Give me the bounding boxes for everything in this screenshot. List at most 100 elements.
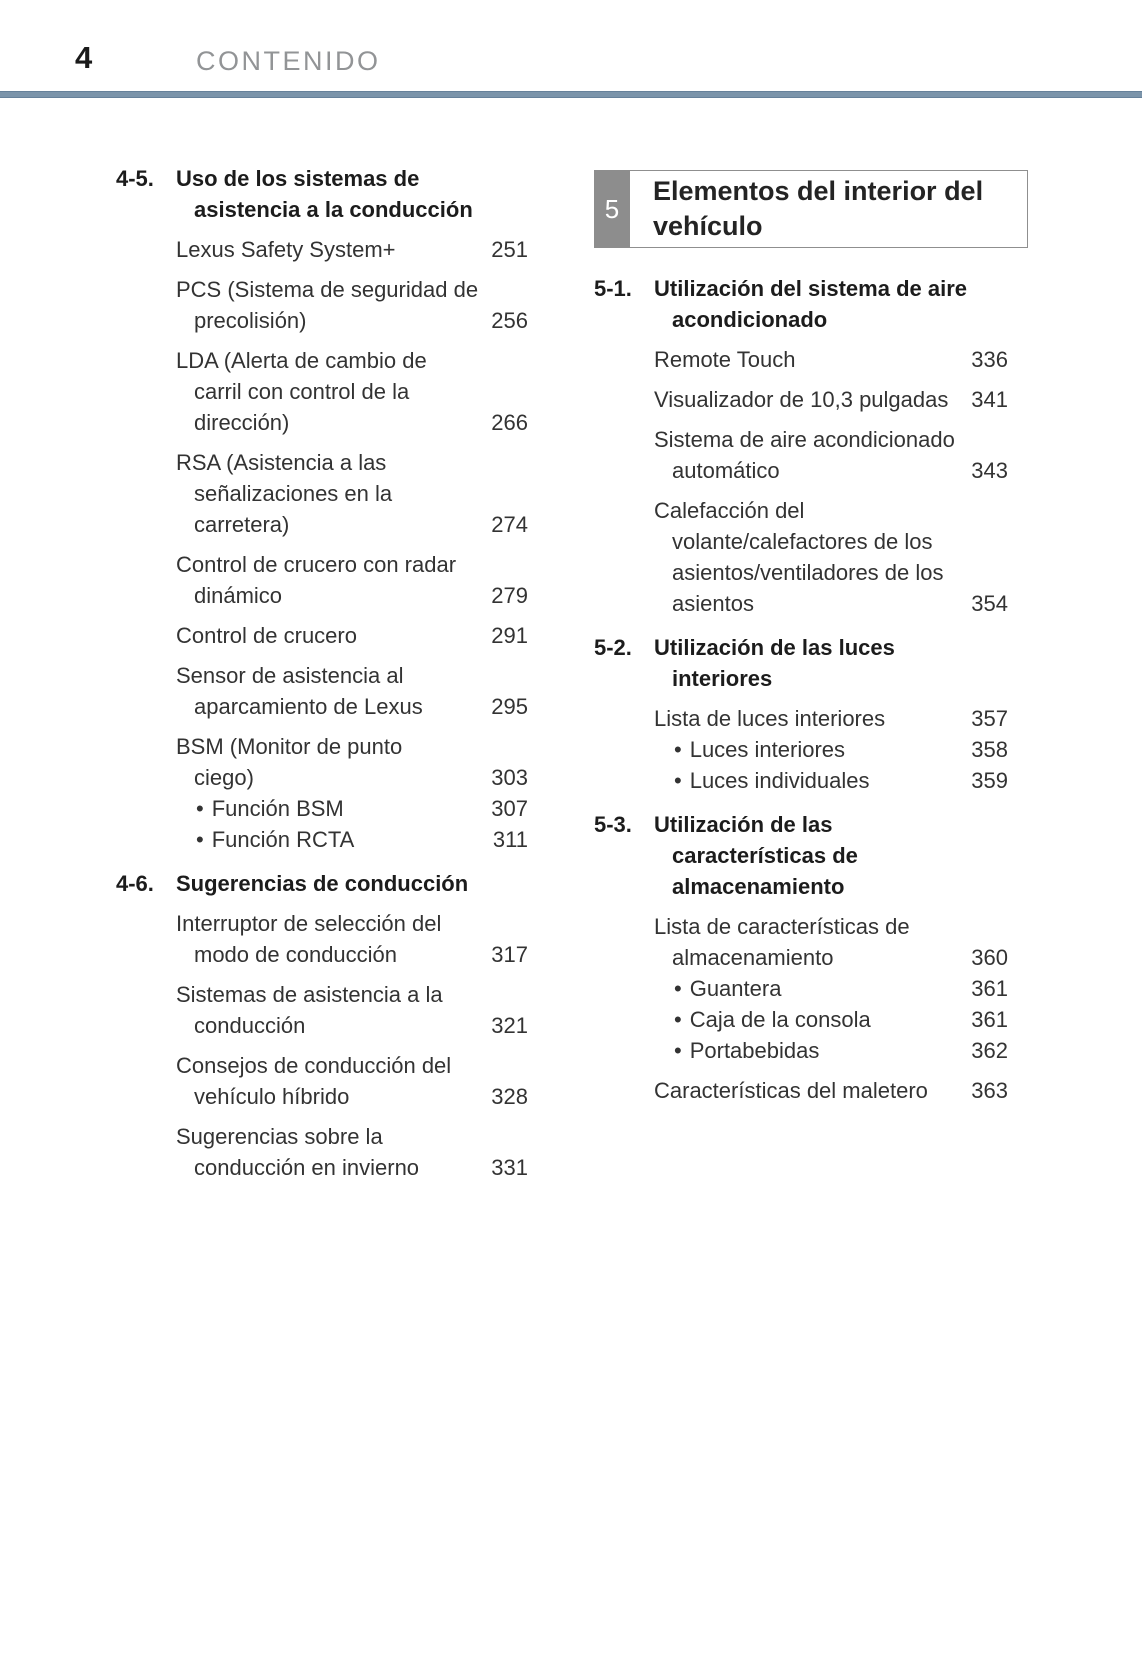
toc-bullet-entry: • Función BSM 307	[196, 793, 528, 824]
entry-line: ciego) 303	[176, 762, 528, 793]
entry-label: Calefacción del	[654, 498, 805, 523]
toc-bullet-entry: • Luces interiores 358	[674, 734, 1008, 765]
toc-entry: Características del maletero 363	[654, 1075, 1008, 1106]
page-ref: 291	[491, 623, 528, 648]
entry-label: dirección)	[194, 410, 290, 435]
entry-label: automático	[672, 458, 780, 483]
entry-line: Sistema de aire acondicionado	[654, 424, 1008, 455]
section-number: 5-3.	[594, 812, 632, 837]
entry-line: dinámico 279	[176, 580, 528, 611]
entry-line: Lista de características de	[654, 911, 1008, 942]
section-title-line: acondicionado	[672, 307, 828, 332]
toc-section: 5-3. Utilización de las características de…	[594, 809, 1008, 902]
chapter-title-box: Elementos del interior del vehículo	[630, 170, 1028, 248]
entry-label: Portabebidas	[689, 1038, 820, 1063]
entry-label: vehículo híbrido	[194, 1084, 350, 1109]
section-title-line: Sugerencias de conducción	[176, 871, 469, 896]
page-ref: 336	[971, 347, 1008, 372]
entry-label: carril con control de la	[194, 379, 410, 404]
entry-label: Caja de la consola	[689, 1007, 871, 1032]
toc-entry: Lista de luces interiores 357	[654, 703, 1008, 734]
entry-line: • Caja de la consola 361	[674, 1004, 1008, 1035]
entry-label: LDA (Alerta de cambio de	[176, 348, 427, 373]
entry-label: asientos/ventiladores de los	[672, 560, 944, 585]
entry-label: RSA (Asistencia a las	[176, 450, 387, 475]
entry-line: • Función RCTA 311	[196, 824, 528, 855]
section-number: 5-1.	[594, 276, 632, 301]
toc-entry: PCS (Sistema de seguridad de precolisión)…	[176, 274, 528, 336]
page-ref: 311	[492, 827, 528, 852]
page-ref: 362	[971, 1038, 1008, 1063]
page-ref: 279	[491, 583, 528, 608]
entry-label: Características del maletero	[654, 1078, 928, 1103]
entry-label: almacenamiento	[672, 945, 834, 970]
toc-left-column: 4-5. Uso de los sistemas de asistencia a l…	[116, 163, 528, 1183]
chapter-title-line: Elementos del interior del	[653, 176, 984, 206]
entry-label: Sensor de asistencia al	[176, 663, 404, 688]
entry-label: Lista de luces interiores	[654, 706, 886, 731]
page-ref: 295	[491, 694, 528, 719]
section-title-line: Uso de los sistemas de	[176, 166, 420, 191]
toc-bullet-entry: • Portabebidas 362	[674, 1035, 1008, 1066]
bullet-glyph: •	[674, 768, 682, 793]
page-ref: 361	[971, 976, 1008, 1001]
section-title: Utilización de las luces interiores	[654, 632, 1008, 694]
entry-line: Interruptor de selección del	[176, 908, 528, 939]
entry-label: conducción	[194, 1013, 306, 1038]
page-ref: 317	[491, 942, 528, 967]
page-ref: 331	[491, 1155, 528, 1180]
entry-line: Sugerencias sobre la	[176, 1121, 528, 1152]
page-number: 4	[75, 40, 93, 75]
entry-label: Control de crucero con radar	[176, 552, 457, 577]
entry-line: • Portabebidas 362	[674, 1035, 1008, 1066]
toc-entry: Control de crucero 291	[176, 620, 528, 651]
page-ref: 341	[971, 387, 1008, 412]
entry-line: Consejos de conducción del	[176, 1050, 528, 1081]
entry-line: volante/calefactores de los	[654, 526, 1008, 557]
entry-label: BSM (Monitor de punto	[176, 734, 403, 759]
toc-section: 5-2. Utilización de las luces interiores	[594, 632, 1008, 694]
entry-line: Lista de luces interiores 357	[654, 703, 1008, 734]
entry-line: • Luces individuales 359	[674, 765, 1008, 796]
entry-label: Luces individuales	[689, 768, 870, 793]
entry-line: • Guantera 361	[674, 973, 1008, 1004]
entry-label: aparcamiento de Lexus	[194, 694, 423, 719]
entry-label: Sistema de aire acondicionado	[654, 427, 955, 452]
toc-section: 4-5. Uso de los sistemas de asistencia a l…	[116, 163, 528, 225]
entry-line: carretera) 274	[176, 509, 528, 540]
entry-line: Remote Touch 336	[654, 344, 1008, 375]
entry-label: Remote Touch	[654, 347, 796, 372]
entry-line: almacenamiento 360	[654, 942, 1008, 973]
toc-entry: Sugerencias sobre la conducción en invier…	[176, 1121, 528, 1183]
entry-line: precolisión) 256	[176, 305, 528, 336]
entry-line: • Luces interiores 358	[674, 734, 1008, 765]
entry-label: volante/calefactores de los	[672, 529, 933, 554]
section-title-line: Utilización del sistema de aire	[654, 276, 968, 301]
entry-label: carretera)	[194, 512, 290, 537]
entry-label: Función RCTA	[211, 827, 355, 852]
entry-line: Sensor de asistencia al	[176, 660, 528, 691]
section-title-line: Utilización de las luces	[654, 635, 895, 660]
entry-line: vehículo híbrido 328	[176, 1081, 528, 1112]
section-title-line: asistencia a la conducción	[194, 197, 473, 222]
entry-line: PCS (Sistema de seguridad de	[176, 274, 528, 305]
toc-entry: Sensor de asistencia al aparcamiento de L…	[176, 660, 528, 722]
section-title-line: Utilización de las	[654, 812, 833, 837]
chapter-number-tab: 5	[594, 170, 630, 248]
toc-section: 4-6. Sugerencias de conducción	[116, 868, 528, 899]
toc-entry: LDA (Alerta de cambio de carril con contr…	[176, 345, 528, 438]
chapter-title-line: vehículo	[653, 211, 763, 241]
section-number: 4-5.	[116, 166, 154, 191]
toc-entry: Control de crucero con radar dinámico 279	[176, 549, 528, 611]
page-ref: 361	[971, 1007, 1008, 1032]
entry-line: RSA (Asistencia a las	[176, 447, 528, 478]
entry-label: Función BSM	[211, 796, 344, 821]
toc-bullet-entry: • Función RCTA 311	[196, 824, 528, 855]
toc-right-column: 5 Elementos del interior del vehículo 5-…	[594, 170, 1028, 1106]
entry-label: modo de conducción	[194, 942, 398, 967]
toc-entry: Remote Touch 336	[654, 344, 1008, 375]
page-header-title: CONTENIDO	[196, 46, 381, 76]
toc-entry: Sistema de aire acondicionado automático 3…	[654, 424, 1008, 486]
section-title: Uso de los sistemas de asistencia a la co…	[176, 163, 528, 225]
entry-label: ciego)	[194, 765, 254, 790]
